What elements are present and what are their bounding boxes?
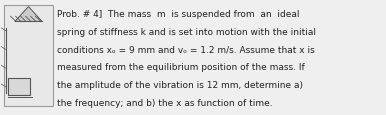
Bar <box>8 78 30 95</box>
Text: the frequency; and b) the x as function of time.: the frequency; and b) the x as function … <box>57 98 273 107</box>
Text: conditions xₒ = 9 mm and vₒ = 1.2 m/s. Assume that x is: conditions xₒ = 9 mm and vₒ = 1.2 m/s. A… <box>57 45 315 54</box>
Bar <box>4 6 53 106</box>
Text: measured from the equilibrium position of the mass. If: measured from the equilibrium position o… <box>57 63 305 72</box>
Text: Prob. # 4]  The mass  m  is suspended from  an  ideal: Prob. # 4] The mass m is suspended from … <box>57 10 300 19</box>
Text: spring of stiffness k and is set into motion with the initial: spring of stiffness k and is set into mo… <box>57 27 316 36</box>
Text: the amplitude of the vibration is 12 mm, determine a): the amplitude of the vibration is 12 mm,… <box>57 80 303 89</box>
Polygon shape <box>15 7 42 22</box>
